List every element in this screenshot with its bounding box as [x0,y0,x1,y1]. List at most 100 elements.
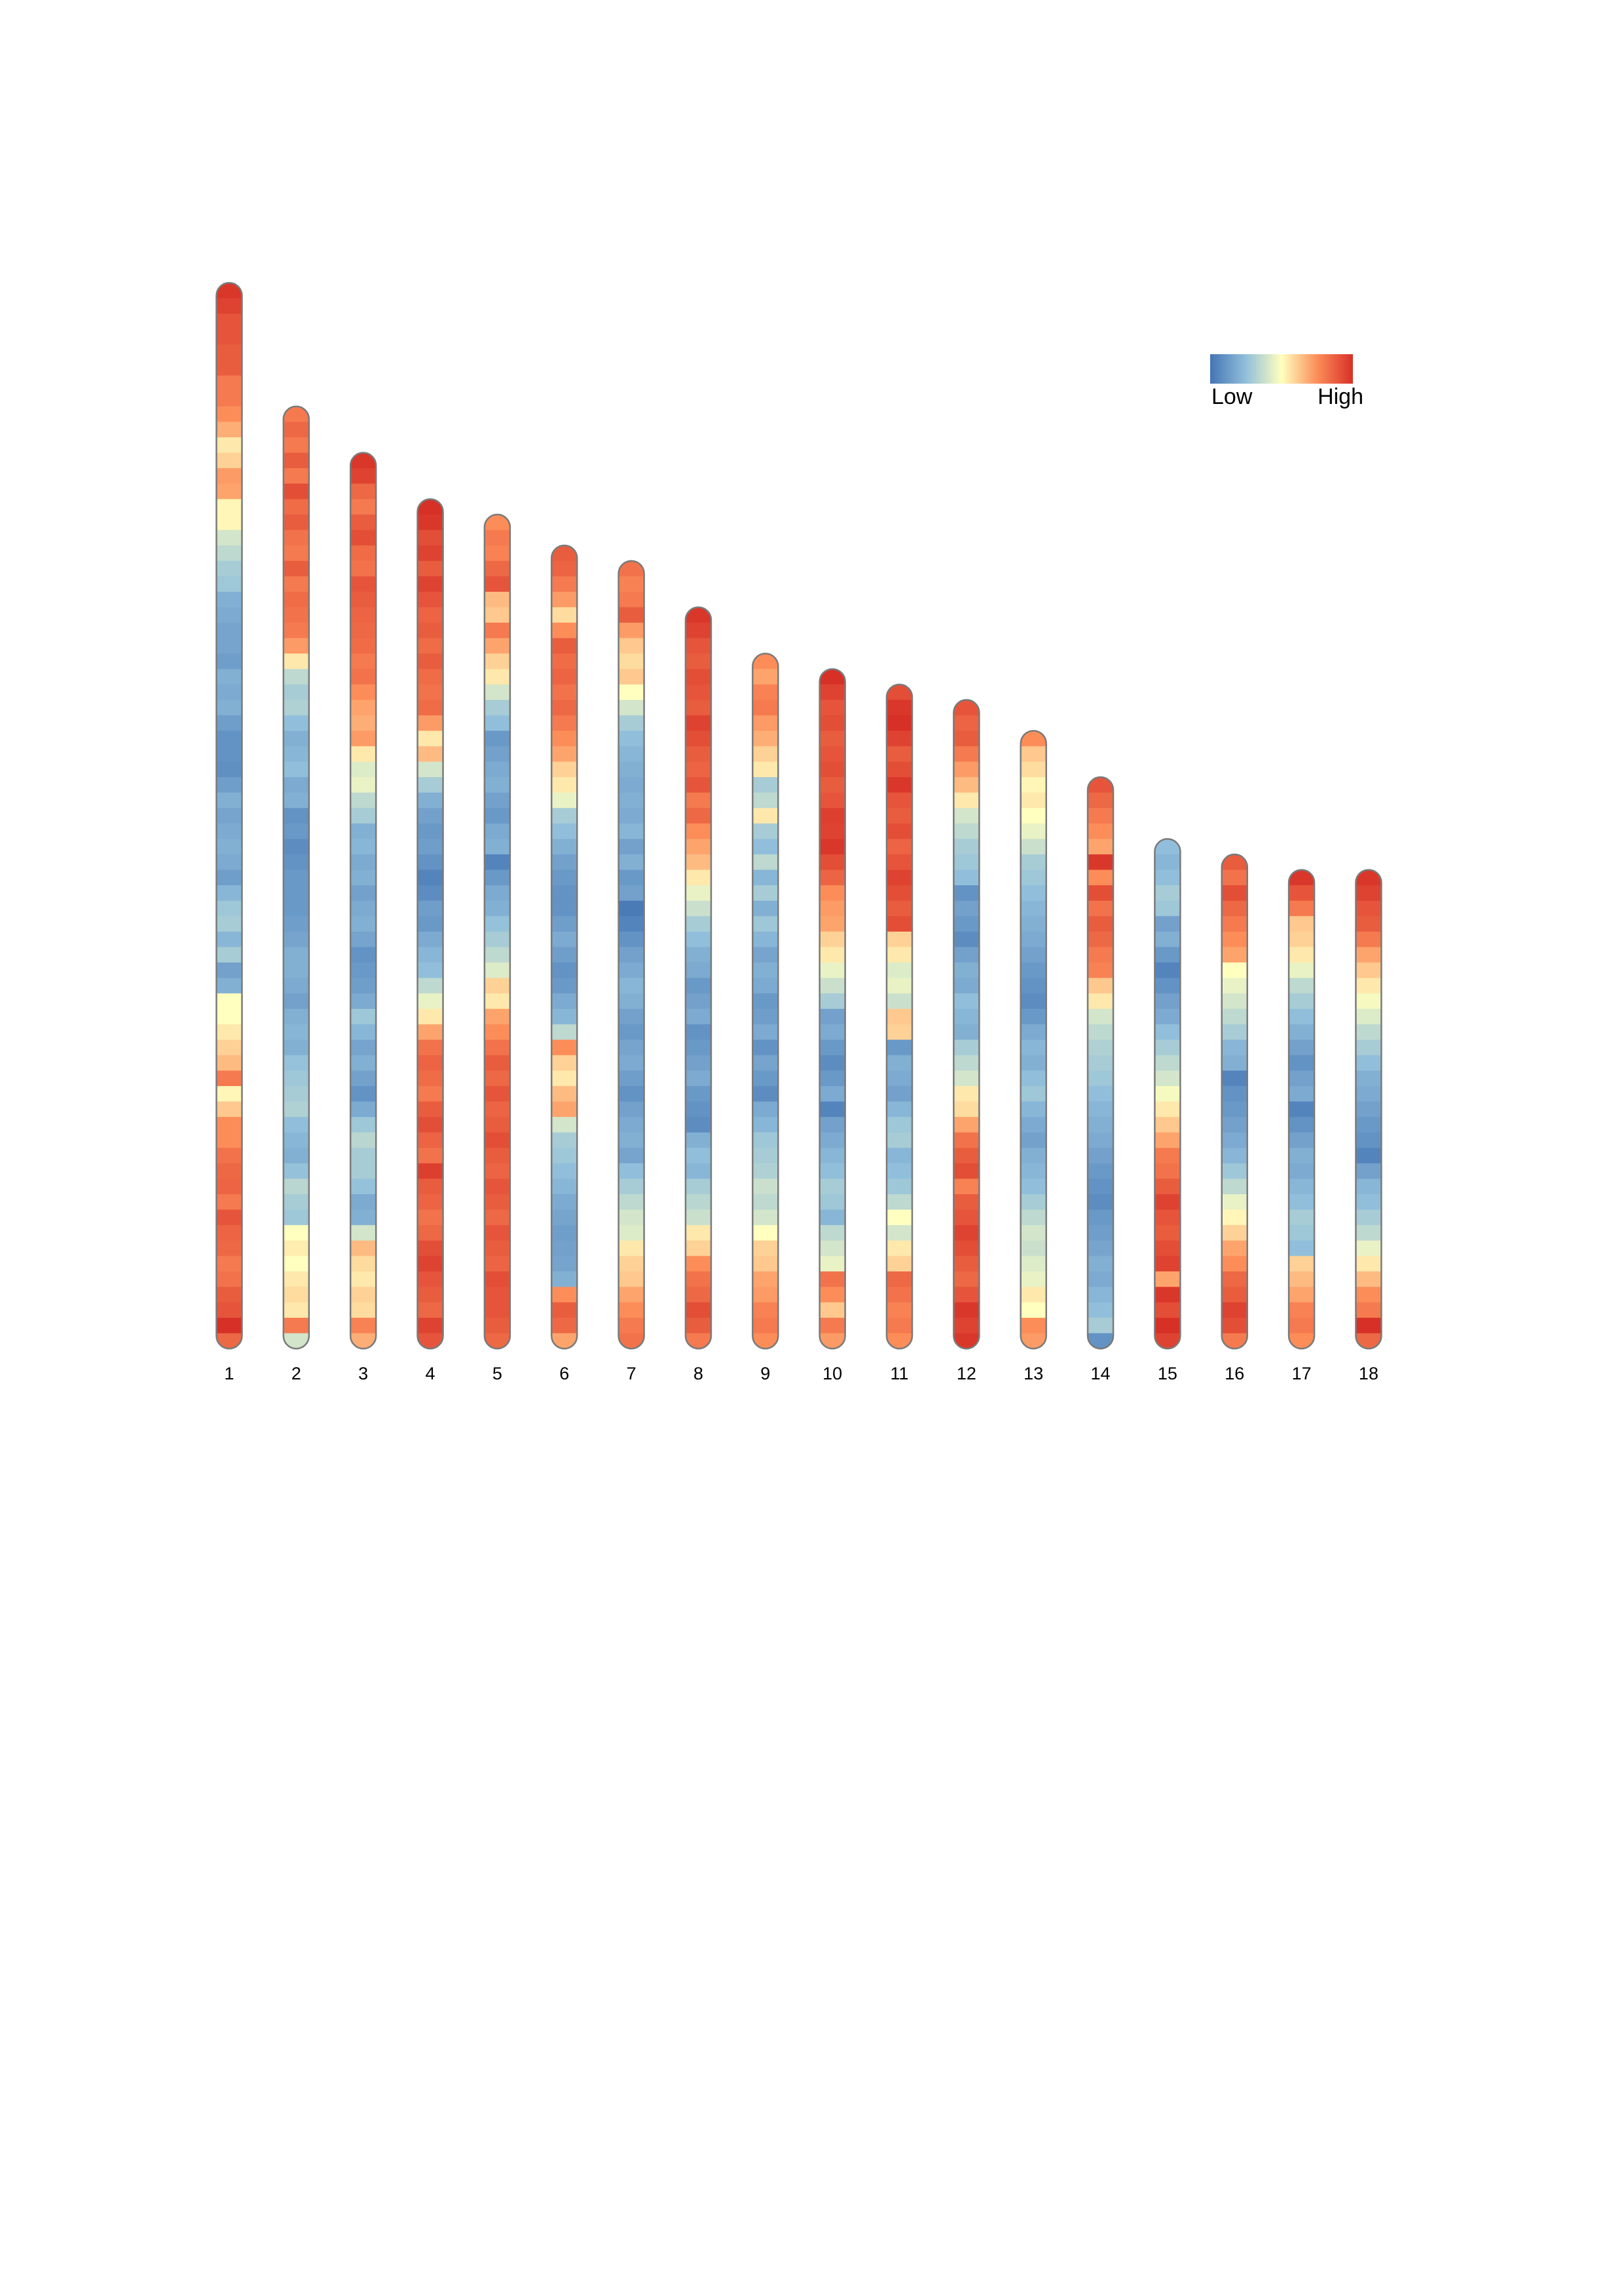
density-band [887,1101,912,1118]
chromosome-outline [618,560,645,1350]
density-band [551,576,578,592]
density-band [283,1256,309,1272]
density-band [484,823,510,839]
density-band [1020,977,1046,994]
density-band [953,931,980,948]
density-band [283,1178,309,1195]
density-band [887,731,912,747]
density-band [1289,1256,1315,1272]
density-band [1154,1286,1181,1303]
chromosome-3: 3 [349,452,377,1383]
density-band [752,1148,779,1164]
density-band [752,1055,779,1071]
density-band [484,1163,510,1180]
density-band [752,1240,779,1257]
density-band [551,1101,578,1118]
density-band [1020,1117,1046,1133]
density-band [1020,993,1046,1010]
density-band [551,1040,578,1056]
density-band [283,823,309,839]
density-band [551,1117,578,1133]
density-band [417,715,443,731]
density-band [618,1101,644,1118]
density-band [685,839,711,855]
chromosome-outline [885,683,913,1350]
chromosome-label: 11 [890,1364,908,1383]
density-band [1088,823,1114,839]
density-band [1356,1085,1382,1102]
density-band [819,761,845,778]
density-band [1088,1194,1114,1211]
density-band [1020,1333,1046,1349]
density-band [618,1225,644,1241]
density-band [1289,1085,1315,1102]
density-band [752,1024,779,1040]
density-band [417,977,443,994]
density-band [685,1055,711,1071]
density-band [1221,962,1247,979]
density-band [887,869,912,886]
density-band [1221,1178,1247,1195]
density-band [283,545,309,562]
density-band [216,808,242,824]
density-band [1221,1148,1247,1164]
chromosome-13: 13 [1020,729,1047,1383]
density-band [752,1209,779,1226]
chromosome-1-bands [216,283,242,1349]
density-band [283,746,309,763]
density-band [283,1163,309,1180]
density-band [752,1085,779,1102]
density-band [551,1070,578,1087]
density-band [484,1070,510,1087]
density-band [618,1117,644,1133]
density-band [216,1085,242,1102]
density-band [484,931,510,948]
density-band [1088,1178,1114,1195]
density-band [216,1225,242,1241]
density-band [752,1040,779,1056]
density-band [1154,1024,1181,1040]
density-band [1088,1101,1114,1118]
density-band [1154,947,1181,963]
density-band [216,700,242,716]
density-band [1088,1333,1114,1349]
legend-low-label: Low [1211,384,1253,409]
density-band [551,1085,578,1102]
density-band [1356,1117,1382,1133]
density-band [819,1333,845,1349]
density-band [283,1333,309,1349]
density-band [1154,931,1181,948]
density-band [551,993,578,1010]
density-band [283,993,309,1010]
density-band [1356,977,1382,994]
density-band [819,1209,845,1226]
density-band [685,668,711,685]
density-band [417,638,443,654]
density-band [819,947,845,963]
density-band [484,1085,510,1102]
density-band [216,1117,242,1133]
density-band [283,1008,309,1025]
density-band [618,1055,644,1071]
density-band [1221,993,1247,1010]
density-band [1221,931,1247,948]
density-band [350,1085,377,1102]
density-band [216,437,242,454]
density-band [417,746,443,763]
density-band [216,406,242,422]
density-band [551,607,578,623]
density-band [752,900,779,917]
density-band [1020,1256,1046,1272]
density-band [1289,1163,1315,1180]
density-band [1221,869,1247,886]
density-band [752,1070,779,1087]
density-band [1356,900,1382,917]
chromosome-12-bands [953,700,980,1349]
density-band [216,468,242,484]
density-band [551,1256,578,1272]
density-band [618,1178,644,1195]
density-band [283,1209,309,1226]
density-band [350,1148,377,1164]
density-band [216,1178,242,1195]
density-band [1289,1240,1315,1257]
